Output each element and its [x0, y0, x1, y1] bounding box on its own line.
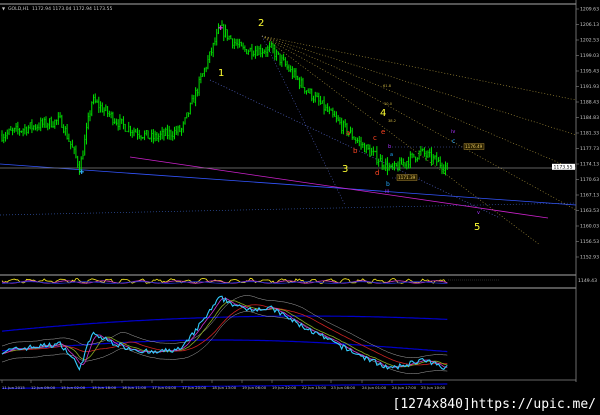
y-tick-label: 1184.83	[580, 115, 599, 121]
price-bars	[1, 20, 449, 176]
trend-lines	[0, 35, 577, 246]
fib-fan-line	[261, 35, 577, 101]
x-tick-label: 25 Jun 10:00	[421, 385, 446, 390]
fib-fan-line	[261, 35, 541, 246]
wave-label-minor: d	[375, 169, 379, 177]
x-tick-label: 24 Jun 17:00	[392, 385, 417, 390]
fan-line-blue	[261, 35, 346, 206]
x-tick-label: 12 Jun 09:00	[31, 385, 56, 390]
y-tick-label: 1199.03	[580, 53, 599, 59]
fib-label: 38.2	[388, 119, 396, 123]
wave-label-roman: v	[477, 210, 480, 216]
wave-label-sub: a	[390, 152, 393, 158]
wave-label-major: 1	[218, 68, 224, 79]
chart-frame	[0, 0, 577, 382]
wave-label-minor: b	[353, 147, 358, 155]
fib-fan-line	[261, 35, 577, 211]
x-tick-label: 15 Jun 02:00	[61, 385, 86, 390]
y-tick-label: 1170.63	[580, 177, 599, 183]
wave-projection-line	[209, 79, 501, 219]
current-price-box	[552, 163, 575, 170]
swing-high-marker-icon: ✚	[218, 25, 223, 32]
trend-line-magenta	[129, 156, 549, 219]
y-tick-label: 1202.53	[580, 38, 599, 44]
trend-line-lower	[0, 163, 577, 206]
ma-slow	[1, 304, 448, 366]
price-box-label: 1176.49	[465, 144, 483, 149]
y-tick-label: 1206.13	[580, 22, 599, 28]
envelope-upper	[1, 295, 448, 358]
wave-label-major: 3	[342, 164, 348, 175]
y-tick-label: 1181.33	[580, 131, 599, 137]
price-axis: 1209.63 1206.13 1202.53 1199.03 1195.43 1191.…	[552, 7, 599, 284]
ma-mid	[1, 300, 448, 368]
fib-label: 50.0	[384, 102, 393, 106]
wave-labels: 12345abcdeabbiiiivvc61.850.038.21176.491…	[79, 18, 485, 233]
y-tick-label: 1163.53	[580, 208, 599, 214]
y-tick-label: 1191.93	[580, 84, 599, 90]
fib-label: 61.8	[383, 84, 392, 88]
ma-fast	[1, 297, 448, 368]
x-tick-label: 11 Jun 2015	[2, 385, 25, 390]
watermark: [1274x840]https://upic.me/	[392, 397, 597, 412]
x-tick-label: 18 Jun 13:00	[212, 385, 237, 390]
y-tick-label: 1188.43	[580, 100, 599, 106]
x-tick-label: 17 Jun 04:00	[152, 385, 177, 390]
current-price-label: 1173.55	[554, 164, 573, 170]
bands-indicator-window	[1, 295, 448, 389]
y-tick-label: 1152.93	[580, 255, 599, 261]
price-box	[463, 143, 485, 150]
wave-label-major: 4	[380, 108, 386, 119]
price-box-label: 1171.39	[398, 175, 416, 180]
swing-low-marker-icon: ✚	[79, 169, 84, 176]
wave-label-major: 2	[258, 18, 264, 29]
y-tick-label: 1156.53	[580, 239, 599, 245]
fib-fan-line	[261, 35, 577, 171]
band-lower	[2, 383, 448, 389]
header-menu-icon[interactable]: ▼	[2, 6, 6, 11]
price-box	[396, 174, 418, 181]
y-tick-label: 1174.13	[580, 162, 599, 168]
fib-fan-line	[261, 35, 577, 136]
wave-label-roman: iii	[385, 189, 389, 195]
wave-label-b: b	[388, 144, 391, 150]
wave-label-minor: a	[346, 129, 350, 137]
y-tick-label: 1195.43	[580, 69, 599, 75]
x-tick-label: 23 Jun 08:00	[331, 385, 356, 390]
x-tick-label: 19 Jun 22:00	[272, 385, 297, 390]
wave-label-roman: iv	[451, 129, 455, 135]
oscillator-window	[1, 277, 500, 285]
header-ohlc: 1172.94 1173.04 1172.94 1173.55	[32, 6, 112, 12]
channel-line-dotted	[0, 202, 577, 216]
wave-label-major: 5	[474, 222, 480, 233]
y-tick-label: 1160.03	[580, 224, 599, 230]
header-symbol: GOLD,H1	[8, 6, 29, 12]
y-tick-label: 1167.13	[580, 193, 599, 199]
y-tick-label: 1177.73	[580, 146, 599, 152]
x-tick-label: 22 Jun 15:00	[302, 385, 327, 390]
wave-label-sub: b	[386, 181, 390, 188]
subwindow-scale-label: 1149.43	[578, 278, 597, 284]
x-tick-label: 24 Jun 01:00	[362, 385, 387, 390]
wave-label-minor: c	[373, 134, 377, 142]
band-middle	[1, 339, 448, 353]
wave-label-c: c	[452, 138, 455, 145]
x-tick-label: 15 Jun 18:00	[92, 385, 117, 390]
wave-label-minor: e	[381, 128, 385, 136]
x-tick-label: 19 Jun 06:00	[242, 385, 267, 390]
x-tick-label: 16 Jun 11:00	[122, 385, 147, 390]
oscillator-line-blue	[2, 281, 448, 284]
price-line-fast	[1, 295, 448, 372]
time-axis: 11 Jun 2015 12 Jun 09:00 15 Jun 02:00 15 Ju…	[1, 380, 446, 390]
envelope-lower	[1, 311, 448, 374]
x-tick-label: 17 Jun 20:00	[182, 385, 207, 390]
y-tick-label: 1209.63	[580, 7, 599, 13]
band-upper	[1, 315, 448, 332]
